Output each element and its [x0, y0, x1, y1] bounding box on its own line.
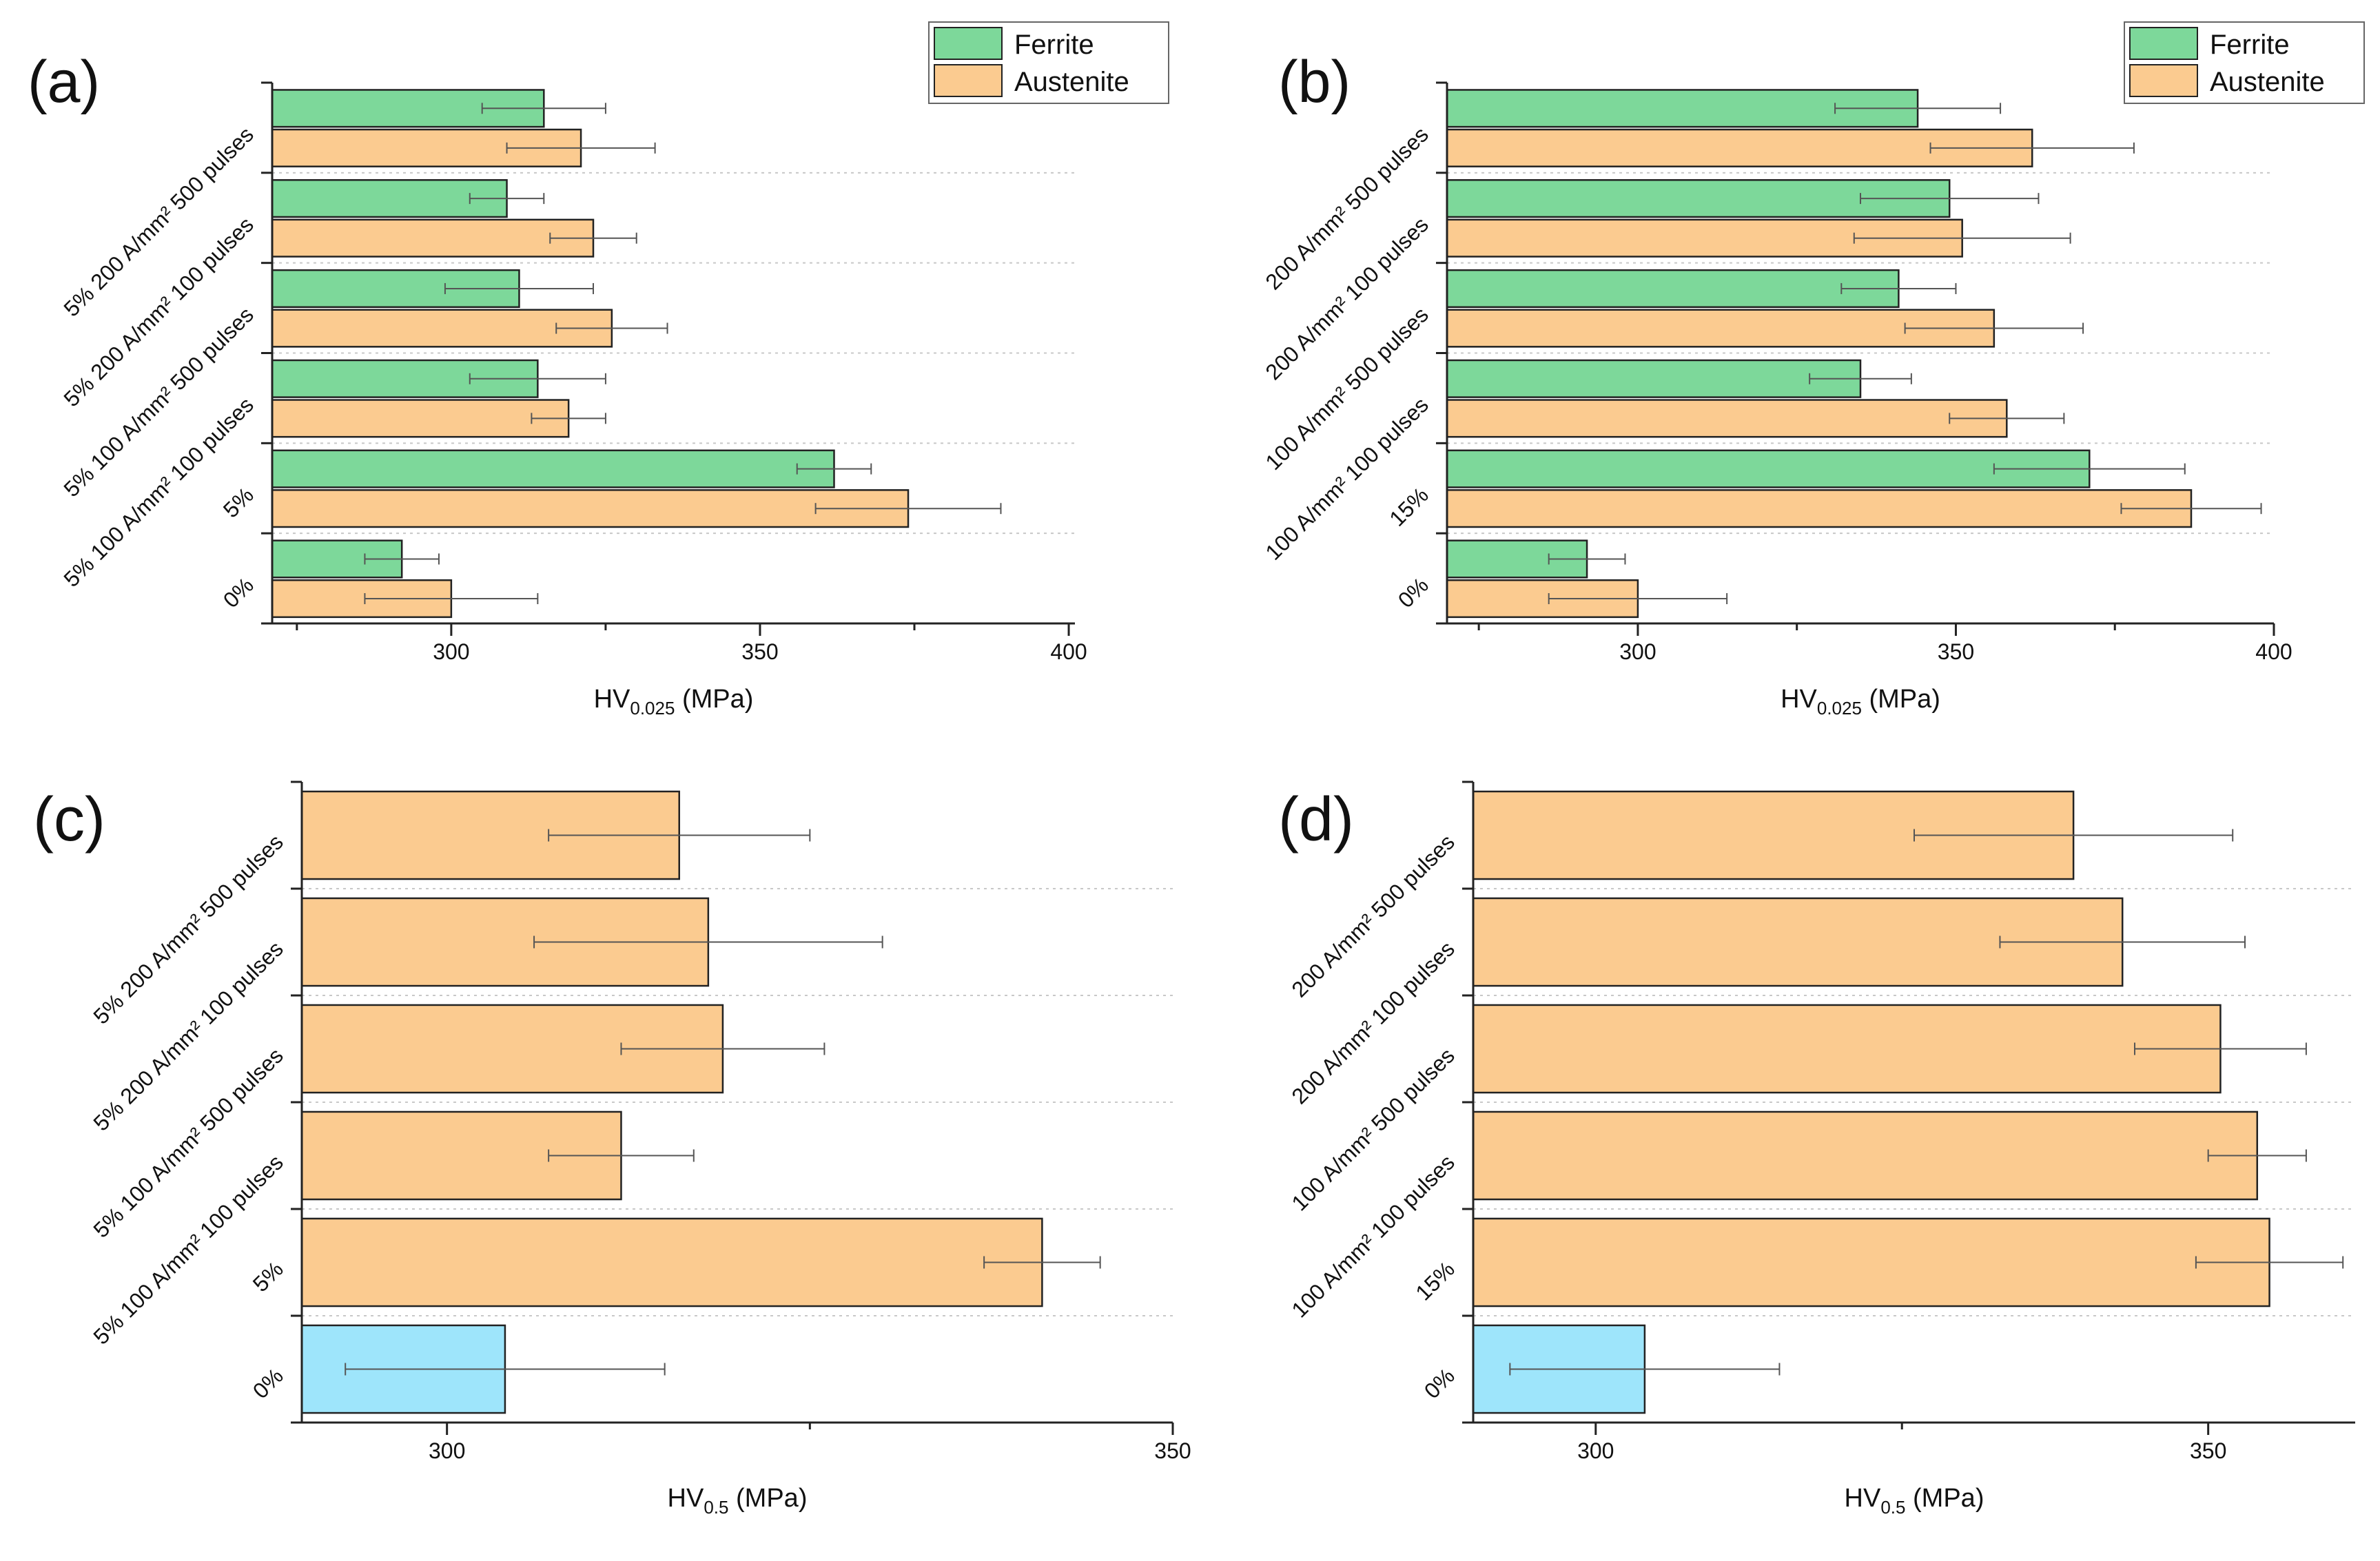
- category-label: 15%: [1384, 482, 1433, 531]
- austenite-bar: [271, 218, 595, 258]
- category-label: 5% 200 A/mm² 500 pulses: [59, 122, 258, 322]
- legend-label-ferrite: Ferrite: [2210, 30, 2290, 60]
- x-tick-label: 350: [741, 639, 778, 664]
- austenite-bar: [271, 399, 570, 438]
- x-tick-label: 400: [1050, 639, 1087, 664]
- hardness-bar: [300, 1217, 1043, 1307]
- panel-label: (b): [1278, 49, 1351, 115]
- x-tick-label: 400: [2255, 639, 2292, 664]
- ferrite-bar: [1446, 449, 2091, 488]
- x-tick-label: 350: [1938, 639, 1974, 664]
- hardness-bar: [1472, 1217, 2270, 1307]
- legend-label-austenite: Austenite: [2210, 67, 2325, 97]
- legend-swatch-ferrite: [2129, 27, 2198, 60]
- legend-swatch-austenite: [934, 64, 1003, 97]
- panel-label: (d): [1278, 785, 1354, 854]
- legend-swatch-ferrite: [934, 27, 1003, 60]
- x-axis-title: HV0.5 (MPa): [1845, 1484, 1984, 1518]
- x-axis-title: HV0.5 (MPa): [668, 1484, 808, 1518]
- category-label: 5%: [218, 482, 258, 522]
- x-tick-label: 300: [429, 1438, 465, 1463]
- category-label: 5% 100 A/mm² 100 pulses: [88, 1150, 288, 1350]
- category-label: 0%: [248, 1363, 288, 1403]
- category-label: 5% 100 A/mm² 100 pulses: [59, 392, 258, 592]
- panel-a-chart: (a) 300 350 400 HV0.025 (MPa) 0% 5%5% 100 A/mm…: [28, 21, 1169, 719]
- austenite-bar: [1446, 399, 2008, 438]
- ferrite-bar: [271, 449, 835, 488]
- category-label: 100 A/mm² 500 pulses: [1260, 302, 1433, 475]
- category-label: 5% 100 A/mm² 500 pulses: [88, 1043, 288, 1243]
- hardness-bar: [1472, 1110, 2259, 1201]
- legend-label-austenite: Austenite: [1014, 67, 1129, 97]
- category-label: 5% 200 A/mm² 500 pulses: [88, 829, 288, 1029]
- hardness-bar: [1472, 1004, 2222, 1094]
- x-tick-label: 300: [1619, 639, 1656, 664]
- x-tick-label: 350: [2190, 1438, 2226, 1463]
- category-label: 0%: [218, 572, 258, 612]
- x-axis-title: HV0.025 (MPa): [594, 685, 754, 719]
- category-label: 5%: [248, 1257, 288, 1296]
- category-label: 15%: [1410, 1257, 1459, 1305]
- legend-swatch-austenite: [2129, 64, 2198, 97]
- category-label: 200 A/mm² 500 pulses: [1260, 122, 1433, 295]
- panel-label: (c): [33, 785, 105, 854]
- x-tick-label: 300: [433, 639, 469, 664]
- category-label: 100 A/mm² 100 pulses: [1260, 392, 1433, 565]
- austenite-bar: [271, 489, 910, 528]
- austenite-bar: [1446, 489, 2193, 528]
- panel-c-chart: (c) 300 350 HV0.5 (MPa) 0% 5%5% 100 A/mm² 100…: [33, 780, 1191, 1518]
- category-label: 5% 100 A/mm² 500 pulses: [59, 302, 258, 502]
- x-tick-label: 300: [1577, 1438, 1614, 1463]
- x-tick-label: 350: [1154, 1438, 1191, 1463]
- ferrite-bar: [1446, 359, 1862, 398]
- ferrite-bar: [1446, 269, 1900, 309]
- legend-label-ferrite: Ferrite: [1014, 30, 1094, 60]
- category-label: 5% 200 A/mm² 100 pulses: [88, 936, 288, 1136]
- category-label: 200 A/mm² 100 pulses: [1260, 212, 1433, 385]
- category-label: 5% 200 A/mm² 100 pulses: [59, 212, 258, 412]
- category-label: 0%: [1393, 572, 1433, 612]
- category-label: 0%: [1419, 1363, 1459, 1403]
- x-axis-title: HV0.025 (MPa): [1781, 685, 1940, 719]
- panel-label: (a): [28, 49, 100, 115]
